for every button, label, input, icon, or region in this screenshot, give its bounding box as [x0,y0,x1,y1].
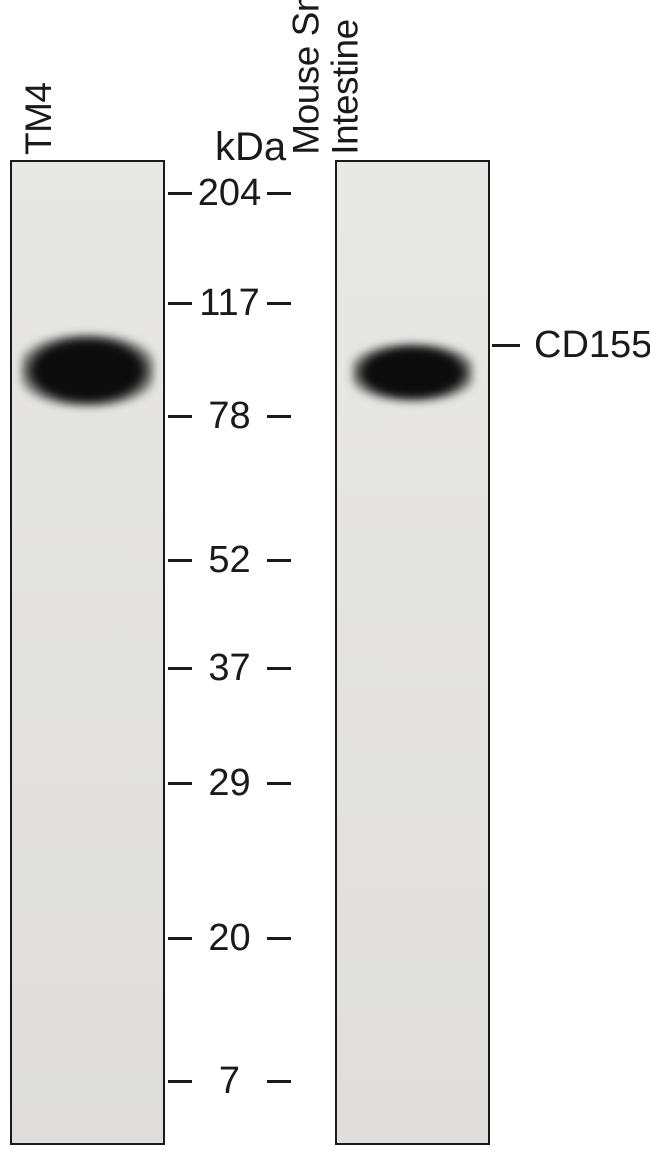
marker-tick-left [168,937,192,940]
marker-value: 78 [192,395,267,438]
mw-marker-7: 7 [168,1060,291,1103]
mw-marker-20: 20 [168,917,291,960]
lane2-band-cd155 [352,343,473,402]
marker-value: 7 [192,1060,267,1103]
marker-tick-left [168,302,192,305]
marker-tick-left [168,667,192,670]
marker-tick-right [267,782,291,785]
mw-marker-37: 37 [168,647,291,690]
lane2-label-line2: Intestine [324,20,365,155]
marker-tick-left [168,192,192,195]
western-blot-figure: TM4 kDa 204 117 78 52 37 29 20 7 Mouse Small In… [0,0,650,1152]
lane1-band-cd155 [21,334,154,408]
marker-tick-left [168,559,192,562]
mw-marker-117: 117 [168,282,291,325]
marker-tick-left [168,415,192,418]
marker-tick-right [267,667,291,670]
target-text: CD155 [534,324,650,367]
mw-marker-78: 78 [168,395,291,438]
marker-value: 20 [192,917,267,960]
marker-value: 117 [192,282,267,325]
marker-tick-left [168,1080,192,1083]
marker-tick-right [267,559,291,562]
lane2-strip [335,160,490,1145]
marker-value: 29 [192,762,267,805]
marker-tick-right [267,302,291,305]
marker-tick-right [267,192,291,195]
target-tick [492,344,520,347]
marker-tick-left [168,782,192,785]
mw-marker-29: 29 [168,762,291,805]
marker-tick-right [267,937,291,940]
lane2-label-line1: Mouse Small [285,0,326,155]
marker-value: 204 [192,172,267,215]
marker-value: 52 [192,539,267,582]
marker-tick-right [267,415,291,418]
lane1-label: TM4 [18,83,60,156]
kda-header: kDa [215,125,286,170]
mw-marker-52: 52 [168,539,291,582]
lane2-label: Mouse Small Intestine [287,0,365,155]
marker-tick-right [267,1080,291,1083]
mw-marker-204: 204 [168,172,291,215]
lane1-strip [10,160,165,1145]
target-label-cd155: CD155 [492,324,650,367]
marker-value: 37 [192,647,267,690]
